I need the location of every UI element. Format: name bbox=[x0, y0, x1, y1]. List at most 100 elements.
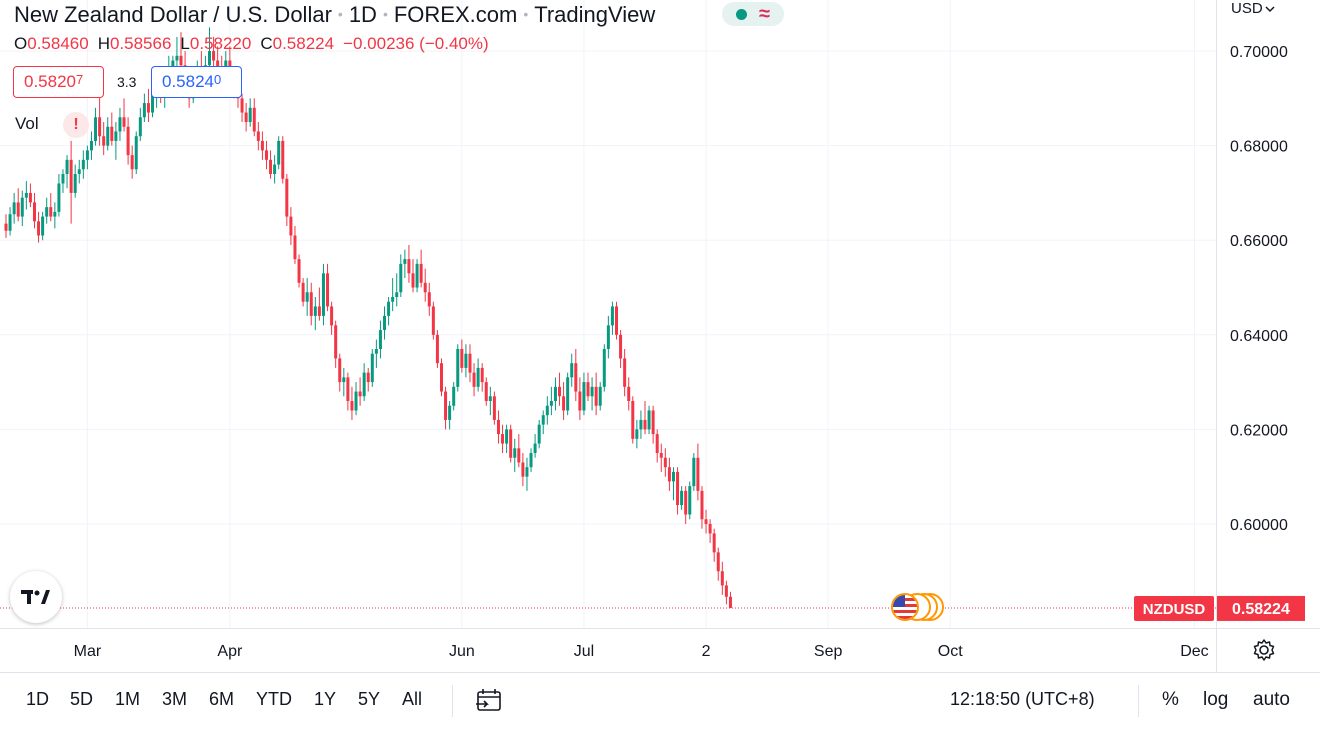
candle-body bbox=[468, 353, 472, 373]
percent-scale-button[interactable]: % bbox=[1162, 689, 1179, 710]
candle-body bbox=[346, 377, 350, 402]
candle-body bbox=[383, 315, 387, 331]
candle-body bbox=[684, 490, 688, 515]
exchange-label[interactable]: FOREX.com bbox=[393, 2, 518, 27]
clock-timezone[interactable]: 12:18:50 (UTC+8) bbox=[950, 689, 1095, 709]
candle-body bbox=[252, 107, 256, 132]
price-axis[interactable]: 0.70000 0.68000 0.66000 0.64000 0.62000 0.600… bbox=[1216, 0, 1288, 672]
candle-body bbox=[663, 457, 667, 468]
candle-body bbox=[439, 363, 443, 392]
market-status-pill[interactable]: ≈ bbox=[722, 2, 784, 26]
candle-body bbox=[578, 391, 582, 411]
candle-body bbox=[484, 382, 488, 402]
change-value: −0.00236 (−0.40%) bbox=[343, 34, 489, 53]
candle-body bbox=[321, 273, 325, 316]
candle-body bbox=[57, 183, 61, 212]
candle-body bbox=[28, 192, 32, 203]
candle-body bbox=[41, 216, 45, 236]
sell-button[interactable]: 0.5820 7 bbox=[13, 66, 104, 98]
candle-body bbox=[94, 117, 98, 141]
candle-body bbox=[598, 386, 602, 406]
candle-body bbox=[37, 221, 41, 236]
candle-body bbox=[545, 405, 549, 416]
candle-body bbox=[688, 486, 692, 515]
candle-body bbox=[456, 348, 460, 387]
timeframe-1d-button[interactable]: 1D bbox=[26, 689, 50, 709]
candle-body bbox=[208, 51, 211, 66]
candle-body bbox=[24, 192, 28, 198]
candle-body bbox=[460, 348, 464, 368]
candle-body bbox=[305, 292, 309, 302]
candle-body bbox=[317, 306, 321, 316]
candle-body bbox=[281, 140, 285, 179]
candle-body bbox=[533, 443, 537, 454]
candle-body bbox=[521, 462, 525, 477]
candlestick-chart[interactable]: 0.70000 0.68000 0.66000 0.64000 0.62000 0.600… bbox=[0, 0, 1320, 672]
candle-body bbox=[570, 363, 574, 378]
candle-body bbox=[529, 453, 533, 468]
gear-icon[interactable] bbox=[1251, 637, 1277, 663]
chart-area[interactable]: 0.70000 0.68000 0.66000 0.64000 0.62000 0.600… bbox=[0, 0, 1320, 672]
candle-body bbox=[350, 401, 354, 411]
time-tick-label: 2 bbox=[702, 643, 711, 660]
candle-body bbox=[134, 136, 138, 170]
candle-body bbox=[118, 117, 122, 132]
price-tick-label: 0.62000 bbox=[1230, 422, 1288, 439]
log-scale-button[interactable]: log bbox=[1203, 689, 1229, 710]
candle-body bbox=[720, 571, 724, 586]
toolbar-divider bbox=[1138, 685, 1139, 717]
economic-events-marker[interactable] bbox=[890, 593, 950, 625]
candle-body bbox=[728, 596, 732, 608]
candle-body bbox=[179, 55, 183, 66]
date-range-icon[interactable] bbox=[474, 688, 504, 714]
symbol-name[interactable]: New Zealand Dollar / U.S. Dollar bbox=[14, 2, 332, 27]
currency-selector[interactable]: USD bbox=[1231, 0, 1275, 17]
timeframe-5d-button[interactable]: 5D bbox=[70, 689, 94, 709]
auto-scale-button[interactable]: auto bbox=[1253, 689, 1290, 710]
interval-label[interactable]: 1D bbox=[348, 2, 377, 27]
symbol-legend[interactable]: New Zealand Dollar / U.S. Dollar • 1D • FORE… bbox=[14, 2, 655, 30]
candle-body bbox=[49, 207, 53, 217]
candle-body bbox=[619, 334, 623, 359]
candle-body bbox=[667, 467, 671, 482]
price-tag-symbol-bg bbox=[1134, 595, 1214, 621]
time-axis[interactable]: Mar Apr Jun Jul 2 Sep Oct Dec bbox=[0, 628, 1320, 661]
candle-body bbox=[704, 519, 708, 524]
time-tick-label: Jul bbox=[574, 643, 594, 660]
candle-body bbox=[407, 259, 411, 274]
candle-body bbox=[427, 292, 431, 307]
timeframe-6m-button[interactable]: 6M bbox=[209, 689, 235, 709]
timeframe-1y-button[interactable]: 1Y bbox=[314, 689, 337, 709]
timeframe-all-button[interactable]: All bbox=[402, 689, 423, 709]
volume-indicator-label[interactable]: Vol bbox=[15, 114, 39, 133]
candle-body bbox=[216, 60, 220, 70]
candle-body bbox=[553, 386, 557, 402]
buy-price: 0.5824 bbox=[162, 72, 214, 91]
candle-body bbox=[586, 382, 590, 397]
timeframe-ytd-button[interactable]: YTD bbox=[256, 689, 292, 709]
candle-body bbox=[574, 363, 578, 392]
candle-body bbox=[505, 429, 509, 444]
candles bbox=[0, 27, 1216, 609]
warning-icon[interactable]: ! bbox=[63, 112, 89, 138]
tradingview-logo-icon[interactable] bbox=[10, 571, 62, 623]
spread-value: 3.3 bbox=[117, 74, 137, 90]
timeframe-5y-button[interactable]: 5Y bbox=[358, 689, 381, 709]
price-tag-value: 0.58224 bbox=[1232, 601, 1290, 618]
timeframe-1m-button[interactable]: 1M bbox=[115, 689, 141, 709]
candle-body bbox=[240, 98, 244, 113]
candle-body bbox=[480, 367, 484, 383]
candle-body bbox=[403, 259, 407, 264]
currency-label: USD bbox=[1231, 0, 1263, 17]
candle-body bbox=[285, 178, 289, 217]
candle-body bbox=[358, 391, 362, 397]
buy-button[interactable]: 0.5824 0 bbox=[151, 66, 242, 98]
time-tick-label: Mar bbox=[74, 643, 102, 660]
candle-body bbox=[338, 358, 342, 383]
candle-body bbox=[12, 202, 16, 215]
timeframe-3m-button[interactable]: 3M bbox=[162, 689, 188, 709]
price-tick-label: 0.66000 bbox=[1230, 233, 1288, 250]
candle-body bbox=[659, 453, 663, 458]
time-tick-label: Apr bbox=[217, 643, 243, 660]
market-open-icon bbox=[736, 8, 747, 20]
